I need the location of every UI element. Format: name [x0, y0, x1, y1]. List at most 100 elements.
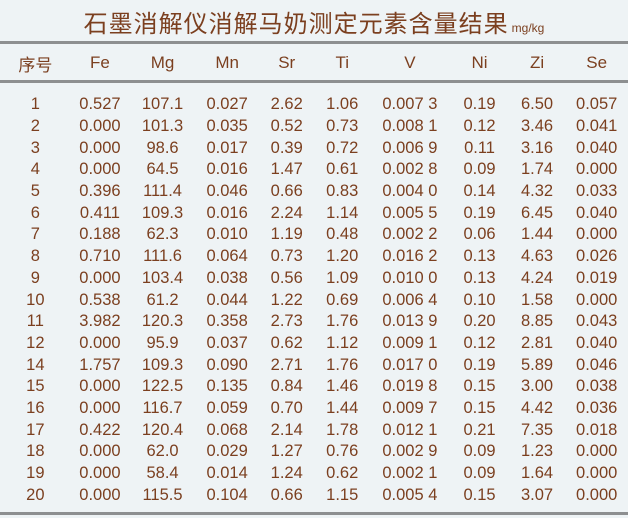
table-cell: 0.000: [79, 485, 121, 504]
table-cell: 0.008 1: [382, 117, 438, 136]
table-cell: 0.002 9: [382, 442, 438, 461]
table-cell: 0.027: [206, 95, 248, 114]
table-cell: 0.000: [576, 225, 618, 244]
table-cell: 0.010: [206, 225, 248, 244]
table-cell: 0.033: [576, 182, 618, 201]
table-cell: 3.00: [521, 377, 554, 396]
bottom-rule: [0, 512, 628, 515]
table-row: 11 3.982 120.3 0.358 2.73 1.76 0.013 9 0.20 8.85…: [0, 311, 628, 333]
table-cell: 120.3: [141, 312, 184, 331]
table-cell: 0.057: [576, 95, 618, 114]
table-cell: 0.13: [463, 247, 496, 266]
table-cell: 122.5: [141, 377, 184, 396]
table-cell: 0.19: [463, 355, 496, 374]
table-cell: 17: [26, 420, 45, 439]
table-cell: 109.3: [141, 203, 184, 222]
table-cell: 0.026: [576, 247, 618, 266]
column-header: Zi: [529, 53, 545, 72]
table-cell: 0.004 0: [382, 182, 438, 201]
table-cell: 20: [26, 485, 45, 504]
table-row: 18 0.000 62.0 0.029 1.27 0.76 0.002 9 0.09 1.23 0…: [0, 441, 628, 463]
table-cell: 0.52: [270, 117, 303, 136]
table-cell: 0.043: [576, 312, 618, 331]
column-header: Fe: [90, 53, 110, 72]
table-row: 17 0.422 120.4 0.068 2.14 1.78 0.012 1 0.21 7.35…: [0, 419, 628, 441]
table-title: 石墨消解仪消解马奶测定元素含量结果 mg/kg: [0, 4, 628, 39]
table-cell: 0.62: [326, 464, 359, 483]
table-cell: 14: [26, 355, 45, 374]
table-cell: 62.3: [146, 225, 179, 244]
table-cell: 1.44: [326, 398, 359, 417]
table-cell: 8: [30, 247, 40, 266]
table-cell: 2.62: [270, 95, 303, 114]
table-cell: 0.035: [206, 117, 248, 136]
table-cell: 0.000: [79, 333, 121, 352]
table-cell: 0.000: [576, 485, 618, 504]
column-header: 序号: [18, 55, 53, 75]
table-cell: 1.14: [326, 203, 359, 222]
table-cell: 19: [26, 464, 45, 483]
table-cell: 0.002 1: [382, 464, 438, 483]
table-cell: 0.411: [79, 203, 120, 222]
table-cell: 0.000: [79, 398, 121, 417]
table-cell: 98.6: [146, 138, 179, 157]
table-cell: 0.064: [206, 247, 248, 266]
column-header: Ti: [335, 53, 349, 72]
table-row: 5 0.396 111.4 0.046 0.66 0.83 0.004 0 0.14 4.32 0…: [0, 181, 628, 203]
table-cell: 0.15: [463, 485, 496, 504]
table-cell: 0.66: [270, 182, 303, 201]
table-cell: 0.000: [576, 464, 618, 483]
table-cell: 2.73: [270, 312, 303, 331]
table-cell: 0.017: [206, 138, 248, 157]
table-cell: 0.009 7: [382, 398, 438, 417]
table-row: 20 0.000 115.5 0.104 0.66 1.15 0.005 4 0.15 3.07…: [0, 484, 628, 506]
table-cell: 4.32: [521, 182, 554, 201]
table-cell: 6: [30, 203, 40, 222]
table-cell: 1.76: [326, 355, 359, 374]
table-cell: 0.014: [206, 464, 248, 483]
table-cell: 3.982: [79, 312, 121, 331]
table-cell: 6.45: [521, 203, 554, 222]
table-cell: 4.63: [521, 247, 554, 266]
table-cell: 0.358: [206, 312, 248, 331]
table-cell: 0.017 0: [382, 355, 438, 374]
table-cell: 0.104: [206, 485, 248, 504]
table-cell: 0.12: [463, 117, 496, 136]
table-cell: 58.4: [146, 464, 179, 483]
table-cell: 1.27: [270, 442, 303, 461]
table-cell: 2.24: [270, 203, 303, 222]
table-cell: 0.007 3: [382, 95, 438, 114]
table-cell: 0.000: [79, 377, 121, 396]
table-cell: 0.038: [206, 268, 248, 287]
table-cell: 0.76: [326, 442, 359, 461]
table-cell: 3: [30, 138, 40, 157]
table-row: 10 0.538 61.2 0.044 1.22 0.69 0.006 4 0.10 1.58 0…: [0, 289, 628, 311]
table-cell: 0.73: [270, 247, 303, 266]
unit-label: mg/kg: [511, 21, 545, 35]
table-cell: 0.046: [206, 182, 248, 201]
table-cell: 1.757: [79, 355, 121, 374]
table-cell: 7.35: [521, 420, 554, 439]
table-cell: 0.000: [79, 442, 121, 461]
table-cell: 0.73: [326, 117, 359, 136]
table-row: 6 0.411 109.3 0.016 2.24 1.14 0.005 5 0.19 6.45 0…: [0, 202, 628, 224]
table-cell: 4: [30, 160, 40, 179]
table-cell: 0.010 0: [382, 268, 438, 287]
table-cell: 1: [30, 95, 40, 114]
table-cell: 0.135: [206, 377, 248, 396]
table-row: 16 0.000 116.7 0.059 0.70 1.44 0.009 7 0.15 4.42…: [0, 398, 628, 420]
table-cell: 0.09: [463, 160, 496, 179]
table-cell: 6.50: [521, 95, 554, 114]
title-text: 石墨消解仪消解马奶测定元素含量结果: [83, 11, 509, 38]
column-header: Se: [586, 53, 608, 72]
table-cell: 1.23: [521, 442, 554, 461]
table-row: 1 0.527 107.1 0.027 2.62 1.06 0.007 3 0.19 6.50 0…: [0, 94, 628, 116]
table-cell: 2.81: [521, 333, 554, 352]
table-cell: 0.39: [270, 138, 303, 157]
table-cell: 0.06: [463, 225, 496, 244]
table-cell: 1.64: [521, 464, 554, 483]
table-cell: 0.040: [576, 203, 618, 222]
table-row: 2 0.000 101.3 0.035 0.52 0.73 0.008 1 0.12 3.46 0…: [0, 116, 628, 138]
table-row: 9 0.000 103.4 0.038 0.56 1.09 0.010 0 0.13 4.24 0…: [0, 268, 628, 290]
column-header: Ni: [471, 53, 488, 72]
